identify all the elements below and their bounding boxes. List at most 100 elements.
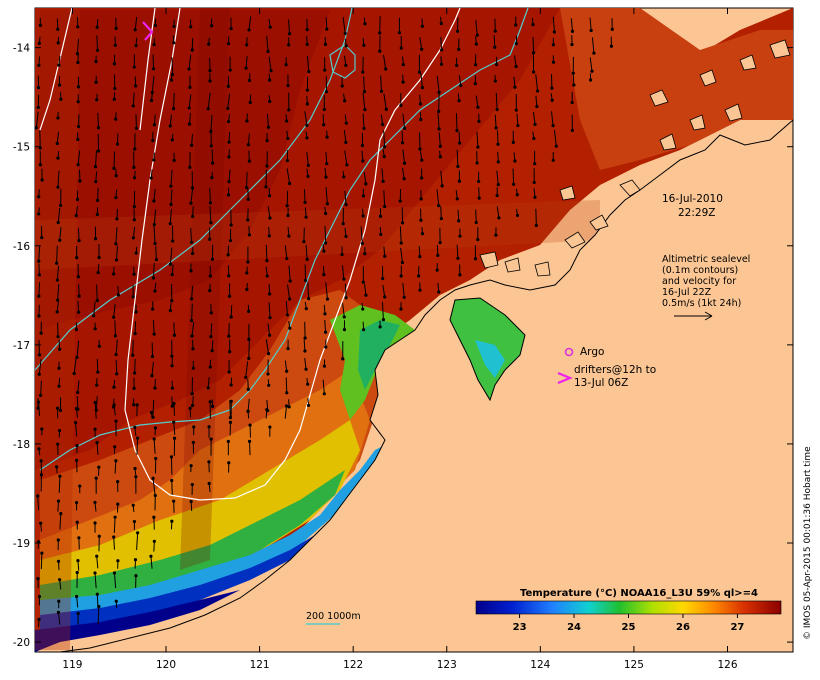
velocity-arrow [325, 152, 328, 164]
velocity-arrow [77, 300, 80, 313]
velocity-arrow-head [552, 30, 557, 34]
velocity-arrow-head [39, 393, 43, 398]
velocity-arrow [383, 246, 386, 257]
velocity-arrow [38, 282, 41, 297]
velocity-arrow-head [345, 163, 349, 167]
credit-text: © IMOS 05-Apr-2015 00:01:36 Hobart time [803, 446, 813, 640]
velocity-arrow-head [93, 571, 97, 575]
velocity-arrow [419, 36, 423, 50]
velocity-arrow-head [494, 126, 498, 130]
velocity-arrow-head [150, 354, 155, 359]
velocity-arrow-head [589, 28, 593, 33]
velocity-arrow [476, 131, 479, 148]
velocity-arrow-head [76, 163, 80, 167]
velocity-arrow [497, 151, 499, 162]
velocity-arrow [363, 76, 365, 92]
velocity-arrow-head [76, 137, 80, 142]
velocity-arrow-head [362, 43, 366, 47]
velocity-arrow-head [323, 42, 328, 46]
velocity-arrow-head [96, 271, 100, 275]
velocity-arrow-head [229, 315, 233, 319]
velocity-arrow-head [266, 372, 270, 376]
velocity-arrow-head [153, 386, 157, 390]
velocity-arrow-head [132, 386, 136, 390]
velocity-arrow-head [420, 86, 424, 90]
velocity-arrow-head [322, 364, 327, 368]
velocity-arrow-head [228, 238, 233, 243]
velocity-arrow [228, 169, 231, 182]
velocity-arrow-head [475, 161, 479, 165]
velocity-arrow-head [440, 48, 444, 52]
velocity-arrow-head [476, 237, 480, 242]
velocity-arrow [496, 170, 499, 185]
velocity-arrow-head [170, 299, 174, 303]
velocity-arrow [77, 150, 81, 165]
velocity-arrow [152, 399, 155, 418]
velocity-arrow-head [37, 294, 41, 298]
velocity-arrow-head [324, 211, 328, 216]
velocity-arrow [495, 92, 498, 110]
velocity-arrow [207, 92, 211, 109]
lon-tick-label: 120 [156, 659, 176, 671]
velocity-arrow-head [324, 175, 328, 179]
velocity-arrow-head [378, 325, 382, 329]
velocity-arrow [324, 319, 327, 333]
velocity-arrow-head [77, 536, 81, 540]
lon-tick-label: 122 [343, 659, 363, 671]
velocity-arrow [570, 18, 573, 32]
velocity-arrow [192, 206, 194, 217]
velocity-arrow-head [172, 24, 176, 29]
velocity-arrow-head [284, 63, 288, 67]
lon-tick-label: 126 [717, 659, 737, 671]
velocity-arrow-head [303, 200, 307, 205]
velocity-arrow-head [535, 104, 539, 109]
velocity-arrow-head [418, 254, 422, 259]
velocity-arrow-head [227, 294, 232, 298]
velocity-arrow-head [152, 222, 156, 227]
velocity-arrow-head [56, 27, 60, 31]
velocity-arrow-head [150, 374, 154, 378]
velocity-arrow-head [303, 278, 308, 283]
velocity-arrow-head [379, 89, 384, 93]
velocity-arrow-head [439, 21, 443, 26]
velocity-arrow [113, 572, 117, 589]
svg-text:and velocity for: and velocity for [662, 276, 736, 287]
velocity-arrow-head [172, 499, 176, 503]
velocity-arrow-head [131, 236, 135, 240]
velocity-arrow [77, 380, 80, 393]
velocity-arrow [360, 226, 363, 244]
velocity-arrow-head [226, 84, 230, 89]
velocity-arrow [284, 245, 288, 259]
velocity-arrow-head [226, 119, 231, 124]
velocity-arrow-head [247, 439, 252, 444]
velocity-arrow-head [382, 155, 386, 159]
velocity-arrow-head [570, 100, 574, 105]
velocity-arrow-head [361, 159, 365, 163]
velocity-arrow [78, 169, 81, 181]
velocity-arrow-head [383, 254, 387, 258]
drifter-track [142, 21, 154, 41]
velocity-arrow-head [37, 41, 41, 45]
velocity-arrow-head [151, 67, 156, 71]
velocity-arrow [248, 16, 252, 30]
velocity-arrow-head [266, 125, 271, 129]
colorbar-tick-label: 26 [676, 622, 690, 633]
velocity-arrow-head [305, 88, 309, 92]
velocity-arrow-head [39, 459, 43, 463]
velocity-arrow [535, 208, 537, 226]
velocity-arrow-head [610, 27, 614, 31]
velocity-arrow [402, 149, 406, 164]
velocity-arrow [132, 92, 135, 106]
velocity-arrow-head [190, 251, 195, 256]
velocity-arrow-head [76, 611, 80, 616]
velocity-arrow-head [113, 86, 117, 91]
velocity-arrow-head [474, 220, 478, 225]
velocity-arrow-head [116, 502, 120, 506]
velocity-arrow-head [58, 408, 63, 413]
velocity-arrow-head [458, 234, 462, 238]
velocity-arrow [268, 56, 272, 71]
velocity-arrow-head [93, 400, 97, 405]
velocity-arrow-head [207, 481, 211, 486]
velocity-arrow [322, 114, 325, 125]
velocity-arrow-head [133, 84, 138, 88]
